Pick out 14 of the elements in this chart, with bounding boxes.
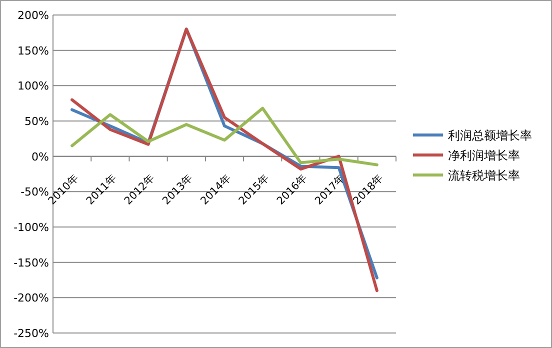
legend-label: 利润总额增长率 — [448, 128, 532, 142]
y-tick-label: -250% — [14, 327, 49, 340]
y-tick-label: 200% — [18, 9, 49, 22]
y-tick-label: -100% — [14, 221, 49, 234]
line-series — [70, 106, 378, 166]
y-tick-label: 150% — [18, 44, 49, 58]
y-tick-label: 0% — [32, 150, 49, 164]
y-tick-label: -150% — [14, 256, 49, 270]
legend-label: 流转税增长率 — [448, 168, 520, 182]
y-tick-label: 50% — [24, 115, 49, 128]
legend-label: 净利润增长率 — [448, 148, 520, 162]
y-tick-label: -50% — [20, 186, 49, 199]
y-tick-label: 100% — [18, 80, 49, 93]
y-tick-label: -200% — [14, 292, 49, 305]
